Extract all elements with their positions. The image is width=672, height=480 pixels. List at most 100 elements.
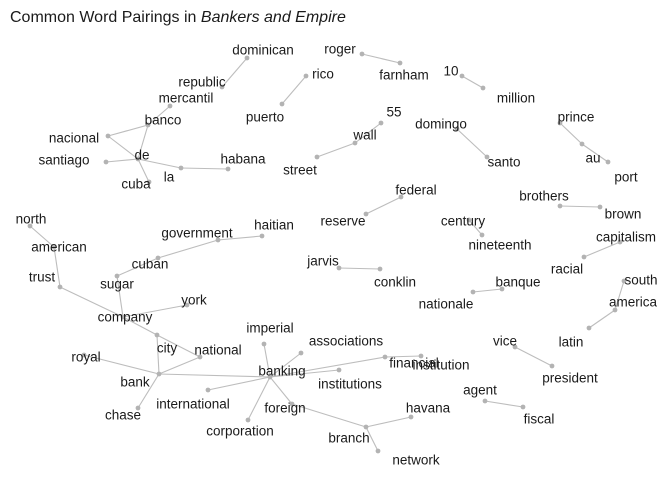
node-label-10: 10	[443, 64, 458, 79]
node-bank	[156, 371, 162, 377]
edge-banking-corporation	[247, 376, 271, 421]
edge-santiago-de	[105, 158, 139, 163]
node-reserve	[363, 211, 369, 217]
node-nineteenth	[479, 232, 485, 238]
node-label-farnham: farnham	[379, 68, 429, 83]
edge-agent-fiscal	[484, 400, 524, 408]
node-company	[120, 314, 126, 320]
node-brothers	[557, 203, 563, 209]
node-label-la: la	[164, 170, 175, 185]
node-label-chase: chase	[105, 408, 141, 423]
node-label-55: 55	[386, 105, 401, 120]
node-label-republic: republic	[178, 75, 226, 90]
edge-cuban-sugar	[116, 257, 159, 277]
node-label-wall: wall	[352, 128, 376, 143]
node-trust	[57, 284, 63, 290]
node-havana	[408, 414, 414, 420]
edge-wall-55	[354, 122, 382, 144]
node-fiscal	[520, 404, 526, 410]
node-label-domingo: domingo	[415, 117, 467, 132]
edge-foreign-branch	[291, 403, 367, 428]
node-label-jarvis: jarvis	[306, 254, 339, 269]
node-america	[612, 307, 618, 313]
node-conklin	[377, 266, 383, 272]
edge-banking-financial	[269, 356, 386, 378]
edge-brothers-brown	[559, 205, 601, 208]
node-label-au: au	[585, 151, 600, 166]
node-label-roger: roger	[324, 42, 356, 57]
node-institution	[418, 353, 424, 359]
node-institutions	[336, 367, 342, 373]
diagram-title: Common Word Pairings in Bankers and Empi…	[10, 9, 346, 26]
node-banque	[499, 286, 505, 292]
node-santo	[484, 154, 490, 160]
node-racial	[581, 254, 587, 260]
node-york	[184, 302, 190, 308]
node-habana	[225, 166, 231, 172]
node-label-street: street	[283, 163, 317, 178]
node-label-south: south	[624, 273, 657, 288]
node-label-banque: banque	[495, 275, 540, 290]
edge-banking-foreign	[269, 376, 293, 405]
edge-banque-nationale	[472, 288, 503, 293]
edge-capitalism-racial	[583, 241, 621, 258]
node-jarvis	[336, 265, 342, 271]
node-associations	[298, 350, 304, 356]
node-label-fiscal: fiscal	[524, 412, 555, 427]
node-chase	[135, 405, 141, 411]
node-sugar	[114, 273, 120, 279]
node-roger	[359, 51, 365, 57]
node-port	[605, 159, 611, 165]
node-label-international: international	[156, 397, 230, 412]
node-label-brothers: brothers	[519, 189, 569, 204]
edge-city-national	[156, 334, 201, 358]
edge-de-la	[137, 158, 182, 169]
node-haitian	[259, 233, 265, 239]
diagram-title-italic: Bankers and Empire	[201, 9, 346, 26]
edge-financial-institution	[384, 355, 422, 358]
edge-rico-puerto	[281, 75, 307, 105]
node-label-company: company	[98, 310, 153, 325]
node-banco	[145, 122, 151, 128]
node-cuba	[146, 179, 152, 185]
node-cuban	[155, 255, 161, 261]
node-label-havana: havana	[406, 401, 451, 416]
node-label-north: north	[16, 212, 47, 227]
node-label-network: network	[392, 453, 440, 468]
node-label-banco: banco	[145, 113, 182, 128]
edge-la-habana	[180, 167, 229, 170]
node-label-financial: financial	[389, 356, 439, 371]
node-label-mercantil: mercantil	[159, 91, 214, 106]
node-north	[27, 223, 33, 229]
node-label-vice: vice	[493, 334, 517, 349]
node-label-foreign: foreign	[264, 401, 305, 416]
edge-company-city	[122, 316, 158, 336]
node-republic	[219, 84, 225, 90]
edge-branch-havana	[365, 416, 412, 428]
edge-american-trust	[53, 246, 61, 288]
edge-10-million	[461, 75, 484, 89]
edge-banking-institutions	[269, 369, 340, 378]
edge-vice-president	[514, 346, 553, 367]
node-label-nacional: nacional	[49, 131, 99, 146]
node-branch	[363, 424, 369, 430]
node-century	[466, 217, 472, 223]
node-network	[375, 448, 381, 454]
edge-century-nineteenth	[468, 219, 483, 236]
node-label-santiago: santiago	[38, 153, 89, 168]
node-label-associations: associations	[309, 334, 384, 349]
node-label-president: president	[542, 371, 598, 386]
edge-national-bank	[158, 356, 201, 375]
node-city	[154, 332, 160, 338]
node-label-santo: santo	[487, 155, 520, 170]
node-nationale	[470, 289, 476, 295]
node-banking	[267, 374, 273, 380]
node-label-dominican: dominican	[232, 43, 294, 58]
node-label-bank: bank	[120, 375, 150, 390]
node-label-corporation: corporation	[206, 424, 274, 439]
node-55	[378, 120, 384, 126]
node-rico	[303, 73, 309, 79]
node-international	[205, 387, 211, 393]
node-foreign	[289, 401, 295, 407]
